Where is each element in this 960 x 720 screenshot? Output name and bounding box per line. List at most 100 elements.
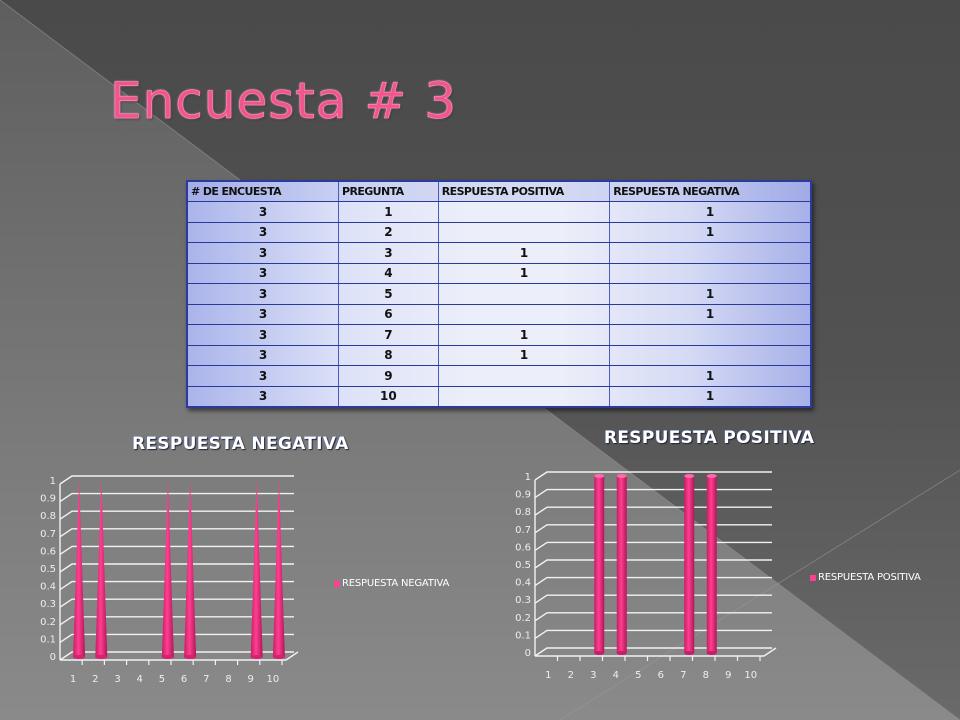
gridline bbox=[534, 506, 772, 516]
y-tick-label: 0.6 bbox=[515, 542, 531, 553]
table-cell: 9 bbox=[338, 365, 439, 387]
table-cell: 2 bbox=[338, 222, 439, 243]
cylinder-bar bbox=[594, 476, 605, 653]
x-tick-label: 6 bbox=[181, 674, 187, 685]
table-cell bbox=[438, 222, 611, 243]
y-tick-label: 0.2 bbox=[40, 617, 56, 628]
header-negative-answer: RESPUESTA NEGATIVA bbox=[609, 181, 812, 202]
gridline bbox=[59, 598, 294, 608]
y-tick-label: 0.3 bbox=[40, 599, 56, 610]
gridline bbox=[59, 528, 294, 538]
table-cell: 3 bbox=[187, 201, 339, 223]
table-row: 3 10 1 bbox=[187, 386, 812, 407]
y-tick-label: 0.1 bbox=[40, 634, 56, 645]
table-cell: 3 bbox=[187, 283, 339, 305]
x-tick-label: 1 bbox=[545, 670, 551, 681]
table-cell: 1 bbox=[609, 365, 812, 387]
gridline bbox=[59, 475, 294, 485]
x-tick-label: 2 bbox=[568, 670, 574, 681]
gridline bbox=[534, 471, 772, 481]
x-tick-label: 10 bbox=[267, 674, 280, 685]
gridline bbox=[534, 488, 772, 499]
x-tick-label: 5 bbox=[159, 674, 165, 685]
x-tick-label: 10 bbox=[744, 670, 757, 681]
gridline bbox=[534, 612, 772, 622]
table-cell: 5 bbox=[338, 283, 439, 305]
negative-chart-title: RESPUESTA NEGATIVA bbox=[132, 434, 349, 454]
gridline bbox=[534, 541, 772, 551]
table-cell: 1 bbox=[609, 304, 812, 325]
x-tick-label: 8 bbox=[703, 670, 709, 681]
table-cell: 1 bbox=[609, 386, 812, 407]
table-cell: 1 bbox=[438, 345, 611, 366]
y-tick-label: 0.2 bbox=[515, 613, 531, 624]
header-survey-number: # DE ENCUESTA bbox=[187, 181, 339, 202]
y-tick-label: 0.1 bbox=[515, 630, 531, 641]
legend-swatch-icon bbox=[810, 574, 816, 581]
negative-legend-label: RESPUESTA NEGATIVA bbox=[342, 578, 450, 589]
x-tick-label: 4 bbox=[137, 674, 143, 685]
negative-chart-legend: RESPUESTA NEGATIVA bbox=[334, 578, 449, 589]
table-cell bbox=[609, 242, 812, 264]
cone-bar bbox=[250, 478, 263, 657]
slide-title: Encuesta # 3 bbox=[110, 72, 458, 131]
header-question: PREGUNTA bbox=[338, 181, 439, 202]
y-tick-label: 0.5 bbox=[515, 560, 531, 571]
table-cell bbox=[438, 365, 611, 387]
gridline bbox=[59, 616, 294, 626]
gridline bbox=[59, 580, 294, 591]
positive-legend-label: RESPUESTA POSITIVA bbox=[818, 572, 921, 583]
cylinder-bar bbox=[684, 476, 695, 653]
x-tick-label: 7 bbox=[680, 670, 686, 681]
survey-data-table: # DE ENCUESTA PREGUNTA RESPUESTA POSITIV… bbox=[186, 180, 812, 408]
x-tick-label: 8 bbox=[225, 674, 231, 685]
positive-chart-legend: RESPUESTA POSITIVA bbox=[810, 572, 921, 583]
negative-responses-chart: 0 0.1 0.2 0.3 0.4 0.5 0.6 0.7 0.8 0.9 1 1 2 3 4 5 6 7 8 9 10 bbox=[40, 475, 299, 685]
cone-bar bbox=[161, 478, 174, 657]
y-tick-label: 1 bbox=[50, 476, 56, 487]
table-cell: 3 bbox=[187, 242, 339, 264]
gridline bbox=[534, 594, 772, 604]
y-tick-label: 0.8 bbox=[40, 511, 56, 522]
gridline bbox=[59, 545, 294, 555]
gridline bbox=[59, 633, 294, 643]
x-tick-label: 6 bbox=[658, 670, 664, 681]
table-cell: 6 bbox=[338, 304, 439, 325]
x-tick-label: 1 bbox=[70, 674, 76, 685]
x-tick-label: 3 bbox=[590, 670, 596, 681]
y-tick-label: 0.7 bbox=[40, 529, 56, 540]
y-tick-label: 0.4 bbox=[515, 578, 531, 589]
positive-chart-title: RESPUESTA POSITIVA bbox=[604, 428, 815, 448]
table-cell: 1 bbox=[438, 263, 611, 284]
x-tick-label: 2 bbox=[92, 674, 98, 685]
table-cell: 3 bbox=[187, 304, 339, 325]
table-cell: 1 bbox=[609, 201, 812, 223]
gridline bbox=[534, 576, 772, 587]
table-cell bbox=[609, 324, 812, 346]
table-cell: 1 bbox=[438, 324, 611, 346]
gridline bbox=[59, 510, 294, 520]
table-header-row: # DE ENCUESTA PREGUNTA RESPUESTA POSITIV… bbox=[187, 181, 812, 202]
table-cell bbox=[609, 345, 812, 366]
gridline bbox=[534, 524, 772, 534]
table-cell: 3 bbox=[187, 324, 339, 346]
gridline bbox=[534, 629, 772, 639]
cone-bar bbox=[73, 478, 86, 657]
cone-bar bbox=[184, 478, 197, 657]
table-cell: 3 bbox=[187, 345, 339, 366]
y-tick-label: 0.9 bbox=[515, 490, 531, 501]
table-cell: 7 bbox=[338, 324, 439, 346]
table-cell bbox=[438, 304, 611, 325]
x-tick-label: 5 bbox=[635, 670, 641, 681]
y-tick-label: 0 bbox=[50, 652, 56, 663]
table-cell: 1 bbox=[438, 242, 611, 264]
cylinder-bar bbox=[706, 476, 717, 653]
table-cell: 10 bbox=[338, 386, 439, 407]
table-cell: 8 bbox=[338, 345, 439, 366]
gridline bbox=[59, 492, 294, 503]
